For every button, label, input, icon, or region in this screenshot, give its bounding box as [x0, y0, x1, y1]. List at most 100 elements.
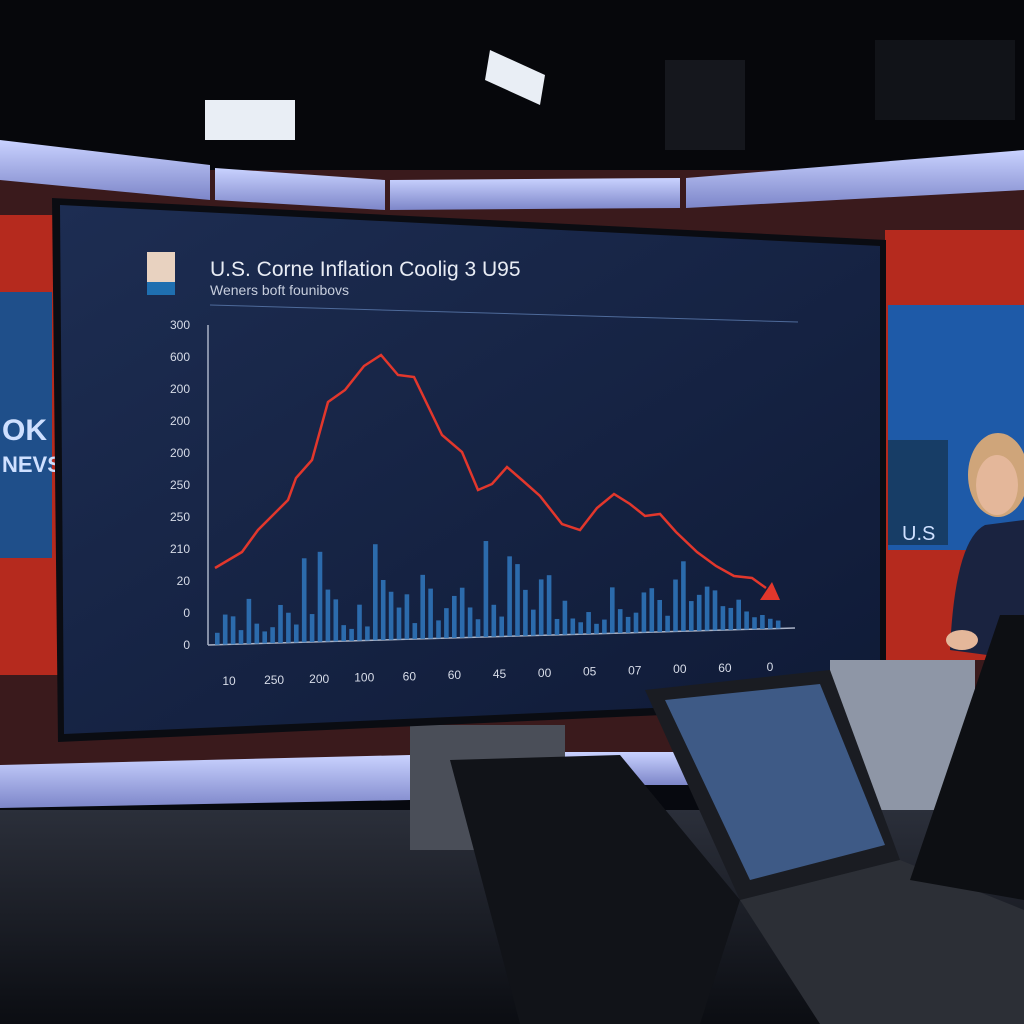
bar [633, 612, 639, 633]
bar [349, 628, 354, 641]
bar [341, 625, 346, 642]
light-strip [215, 168, 385, 210]
bar [586, 612, 591, 635]
light-strip [390, 178, 680, 210]
bar [270, 627, 275, 644]
bar [420, 574, 425, 639]
bar [712, 590, 718, 631]
bar [768, 618, 773, 629]
y-label: 200 [170, 446, 190, 460]
side-screen-image [888, 440, 948, 545]
bar [673, 579, 678, 632]
bar [681, 561, 686, 632]
bar [325, 589, 331, 642]
bar [475, 619, 481, 638]
bar [570, 618, 576, 635]
side-screen-text: NEVS [2, 452, 62, 477]
light-strip [0, 755, 410, 808]
laptop [450, 755, 740, 1024]
bar [507, 556, 512, 637]
logo [147, 252, 175, 282]
bar [728, 607, 734, 630]
bar [546, 575, 552, 636]
bar [689, 601, 694, 632]
trend-line [214, 353, 767, 590]
bar [357, 604, 362, 641]
bar-group [215, 541, 781, 645]
chart-subtitle: Weners boft founibovs [210, 282, 349, 298]
side-screen [0, 292, 52, 558]
bar [459, 587, 465, 638]
x-label: 10 [222, 674, 236, 688]
bar [388, 591, 394, 640]
bar [531, 609, 536, 636]
y-label: 250 [170, 510, 190, 524]
bar [610, 587, 615, 634]
studio-light [485, 50, 545, 105]
side-screen-text: OK [2, 414, 47, 447]
x-label: 0 [767, 660, 774, 674]
y-label: 300 [170, 318, 190, 332]
bar [625, 616, 631, 633]
bar [396, 607, 402, 640]
x-label: 00 [538, 666, 552, 680]
bar [404, 594, 410, 640]
bar [230, 616, 236, 645]
bar [286, 612, 291, 643]
side-screen-text: U.S [902, 523, 935, 545]
studio-light [665, 60, 745, 150]
light-strip [0, 140, 210, 200]
y-label: 0 [183, 606, 190, 620]
bar [554, 618, 560, 635]
bar [294, 624, 299, 643]
bar [444, 608, 449, 639]
y-label: 20 [177, 574, 191, 588]
studio-light [205, 100, 295, 140]
x-label: 07 [628, 663, 642, 677]
x-label: 200 [309, 672, 329, 686]
y-label: 0 [183, 638, 190, 652]
bar [665, 615, 670, 632]
bar [594, 623, 599, 634]
bar [602, 619, 607, 634]
x-label: 60 [403, 669, 417, 683]
bar [380, 579, 386, 640]
logo [147, 282, 175, 295]
laptop-screen [665, 684, 885, 880]
bar [317, 551, 323, 642]
bar [491, 604, 497, 637]
bar [523, 589, 528, 636]
bar [309, 614, 315, 643]
x-label: 05 [583, 665, 597, 679]
bar [775, 620, 781, 629]
bar [262, 631, 267, 644]
bar [752, 617, 757, 630]
y-label: 200 [170, 414, 190, 428]
bar [760, 615, 765, 630]
bar [215, 632, 220, 645]
x-label: 60 [448, 668, 462, 682]
title-rule [209, 304, 799, 323]
laptop-base [740, 860, 1024, 1024]
anchor-hands [946, 630, 978, 650]
bar [301, 558, 307, 643]
bar [515, 564, 520, 637]
bar [436, 620, 441, 639]
bar [562, 600, 568, 635]
bar [744, 611, 749, 630]
y-label: 250 [170, 478, 190, 492]
bar [657, 599, 662, 632]
x-label: 100 [354, 671, 374, 685]
bar [696, 594, 702, 631]
y-label: 200 [170, 382, 190, 396]
bar [222, 614, 228, 645]
x-label: 250 [264, 673, 284, 687]
bar [254, 623, 260, 644]
bar [246, 598, 252, 644]
x-label: 60 [718, 661, 732, 675]
bar [333, 599, 339, 642]
bar [720, 606, 726, 631]
studio-light [875, 40, 1015, 120]
